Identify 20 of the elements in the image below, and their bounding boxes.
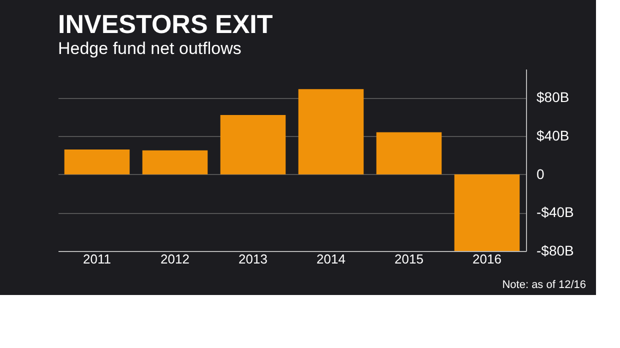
bar xyxy=(454,174,520,251)
text: Note: as of 12/16 xyxy=(502,279,586,291)
x-tick-label: 2013 xyxy=(238,252,268,266)
y-tick-label: -$40B xyxy=(536,204,574,220)
bar xyxy=(376,132,442,174)
bar xyxy=(142,150,208,174)
x-tick-label: 2011 xyxy=(83,252,111,266)
bar xyxy=(64,149,130,174)
x-tick-label: 2014 xyxy=(316,252,346,266)
x-tick-label: 2016 xyxy=(472,252,502,266)
y-tick-label: -$80B xyxy=(536,242,574,258)
y-tick-label: $80B xyxy=(536,89,570,106)
x-tick-label: 2012 xyxy=(160,252,190,266)
bar xyxy=(298,89,364,174)
y-tick-label: $40B xyxy=(536,128,570,144)
chart-subtitle: Hedge fund net outflows xyxy=(58,39,242,58)
bar xyxy=(220,114,286,174)
y-tick-label: 0 xyxy=(536,166,544,182)
chart-title: INVESTORS EXIT xyxy=(58,9,273,39)
x-tick-label: 2015 xyxy=(394,252,424,266)
